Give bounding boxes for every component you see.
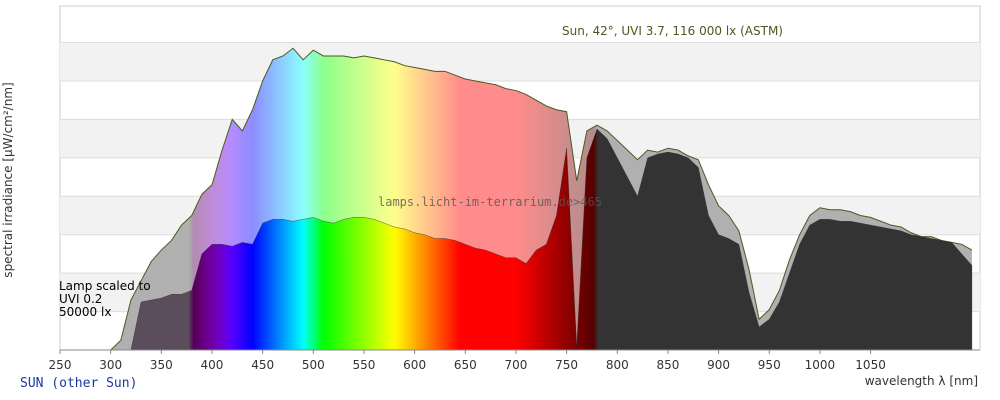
x-tick-label: 1000 (805, 358, 836, 372)
lamp-label: UVI 0.2 (59, 292, 102, 306)
x-tick-label: 950 (758, 358, 781, 372)
y-axis-label: spectral irradiance [μW/cm²/nm] (1, 82, 15, 277)
x-tick-label: 350 (150, 358, 173, 372)
sun-label: Sun, 42°, UVI 3.7, 116 000 lx (ASTM) (562, 24, 783, 38)
x-tick-label: 900 (707, 358, 730, 372)
lamp-label: Lamp scaled to (59, 279, 151, 293)
grid-band (60, 42, 980, 81)
x-axis-label: wavelength λ [nm] (865, 374, 978, 388)
sun-line (110, 47, 973, 351)
x-tick-label: 800 (606, 358, 629, 372)
x-tick-label: 500 (302, 358, 325, 372)
x-tick-label: 300 (99, 358, 122, 372)
lamp-label: 50000 lx (59, 305, 111, 319)
x-tick-label: 550 (353, 358, 376, 372)
x-tick-label: 700 (504, 358, 527, 372)
footer-link[interactable]: SUN (other Sun) (20, 376, 138, 391)
x-tick-label: 850 (656, 358, 679, 372)
x-tick-label: 650 (454, 358, 477, 372)
x-tick-label: 750 (555, 358, 578, 372)
x-tick-label: 600 (403, 358, 426, 372)
lamp-area (110, 128, 973, 351)
x-tick-label: 1050 (855, 358, 886, 372)
x-tick-label: 250 (49, 358, 72, 372)
x-tick-label: 400 (201, 358, 224, 372)
x-tick-label: 450 (251, 358, 274, 372)
watermark: lamps.licht-im-terrarium.de>465 (378, 195, 602, 209)
